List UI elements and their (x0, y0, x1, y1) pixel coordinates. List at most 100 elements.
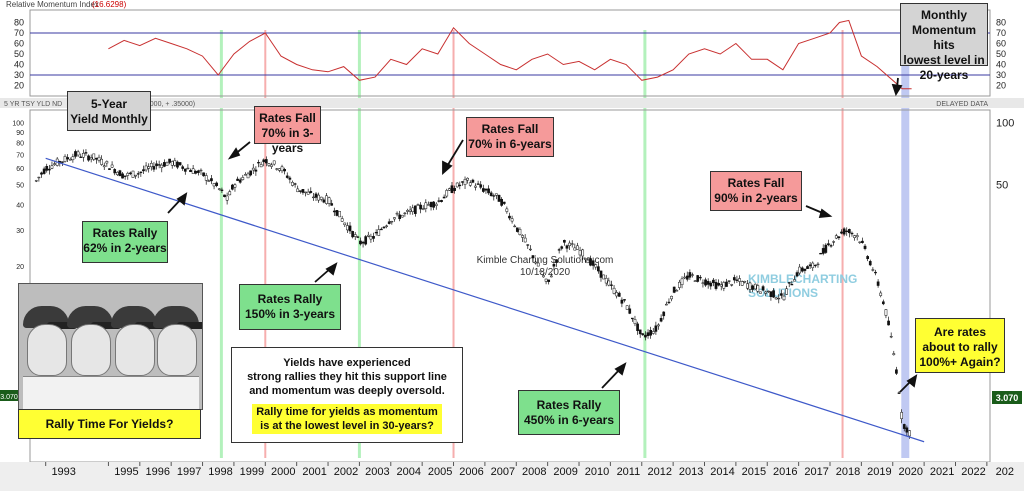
x-tick-label: 1999 (240, 466, 264, 478)
candle-body (278, 168, 281, 171)
x-tick-label: 1996 (146, 466, 170, 478)
candle-body (434, 203, 438, 206)
candle-body (631, 317, 634, 320)
candle-body (505, 208, 509, 212)
candle-body (262, 159, 266, 163)
candle-body (84, 152, 88, 154)
candle-body (858, 241, 862, 243)
candle-body (455, 182, 459, 188)
candle-body (819, 252, 822, 255)
momentum-annotation-line: Monthly (921, 8, 967, 22)
candle-body (74, 151, 77, 157)
candle-body (874, 271, 877, 274)
x-tick-label: 2009 (553, 466, 577, 478)
candle-body (280, 166, 284, 172)
candle-body (578, 250, 582, 256)
candle-body (264, 159, 268, 164)
note-highlight: Rally time for yields as momentum is at … (252, 404, 442, 434)
candle-body (523, 237, 527, 243)
annotation-line: 100%+ Again? (919, 355, 1001, 369)
candle-body (257, 162, 260, 164)
miner-face-icon (71, 324, 111, 376)
annotation-line: Rates Fall (259, 111, 316, 125)
candle-body (738, 278, 741, 282)
candle-body (380, 228, 383, 231)
candle-body (785, 288, 788, 295)
candle-body (251, 167, 255, 171)
candle-body (497, 194, 501, 202)
annotation-line: Rates Rally (536, 398, 602, 412)
candle-body (474, 185, 477, 188)
momentum-title-value: (16.6298) (92, 0, 127, 9)
x-tick-label: 1995 (114, 466, 138, 478)
momentum-annotation-line: 20-years (919, 68, 969, 82)
logo-text-line2: SOLUTIONS (748, 286, 818, 300)
candle-body (798, 266, 802, 274)
candle-body (403, 212, 407, 215)
candle-body (293, 183, 297, 185)
candle-body (644, 334, 647, 338)
candle-body (181, 166, 185, 169)
candle-body (756, 285, 760, 292)
candle-body (871, 269, 875, 271)
candle-body (853, 235, 856, 238)
candle-body (769, 291, 773, 297)
candle-body (340, 218, 344, 222)
candle-body (95, 157, 98, 160)
candle-body (126, 172, 130, 176)
candle-body (296, 188, 300, 193)
candle-body (879, 292, 883, 296)
momentum-annotation-line: Momentum hits (912, 23, 976, 52)
price-left-tick: 30 (16, 228, 24, 235)
candle-body (881, 301, 885, 305)
x-tick-label: 2020 (899, 466, 923, 478)
price-left-tick: 20 (16, 264, 24, 271)
candle-body (887, 320, 890, 326)
candle-body (121, 173, 124, 179)
candle-body (513, 225, 517, 228)
candle-body (672, 286, 676, 293)
candle-body (544, 278, 548, 282)
annotation-line: Rates Rally (257, 292, 323, 306)
candle-body (908, 430, 911, 437)
candle-body (651, 331, 655, 334)
annotation-rally-1998: Rates Rally 62% in 2-years (82, 221, 168, 263)
candle-body (249, 170, 253, 176)
candle-body (236, 178, 239, 181)
candle-body (272, 160, 276, 165)
candle-body (259, 164, 263, 168)
candle-body (50, 165, 54, 169)
candle-body (667, 301, 671, 304)
candle-body (664, 303, 668, 306)
candle-body (821, 248, 825, 254)
candle-body (466, 177, 469, 181)
candle-body (740, 281, 744, 286)
price-left-tick: 40 (16, 202, 24, 209)
candle-body (840, 231, 843, 234)
candle-body (599, 270, 603, 278)
candle-body (845, 230, 849, 232)
fall-highlight-band (264, 30, 267, 458)
candle-body (615, 292, 619, 297)
candle-body (142, 169, 145, 172)
candle-body (427, 204, 430, 206)
right-value-text: 3.070 (996, 393, 1019, 403)
candle-body (743, 280, 747, 283)
candle-body (479, 184, 483, 188)
x-tick-label: 2005 (428, 466, 452, 478)
candle-body (515, 227, 519, 232)
candle-body (408, 209, 412, 212)
candle-body (502, 201, 506, 204)
candle-body (304, 191, 307, 194)
momentum-left-tick: 60 (14, 39, 24, 49)
candle-body (589, 258, 592, 266)
candle-body (897, 392, 901, 394)
candle-body (806, 266, 809, 269)
candle-body (649, 329, 653, 336)
candle-body (834, 235, 838, 239)
momentum-right-tick: 40 (996, 60, 1006, 70)
candle-body (149, 163, 153, 168)
annotation-fall-2000: Rates Fall 70% in 3-years (254, 106, 321, 155)
candle-body (87, 155, 90, 161)
candle-body (414, 205, 417, 214)
